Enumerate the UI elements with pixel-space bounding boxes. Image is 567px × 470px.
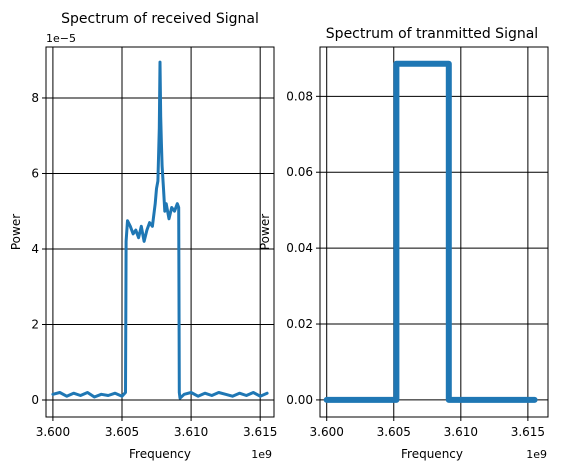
y-tick-label: 0.06 xyxy=(286,165,313,179)
y-tick-label: 8 xyxy=(31,91,39,105)
y-axis-label: Power xyxy=(9,214,23,250)
grid xyxy=(46,47,274,417)
x-tick-label: 3.605 xyxy=(377,425,411,439)
x-tick-label: 3.605 xyxy=(105,425,139,439)
x-axis-label: Frequency xyxy=(401,447,463,461)
transmitted-series xyxy=(323,60,538,403)
x-axis-label: Frequency xyxy=(129,447,191,461)
series-line-transmitted xyxy=(323,60,538,403)
y-tick-label: 4 xyxy=(31,242,39,256)
y-tick-label: 6 xyxy=(31,166,39,180)
y-axis-ticks: 0 2 4 6 8 xyxy=(31,91,46,407)
y-axis-label: Power xyxy=(258,214,272,250)
y-tick-label: 0.04 xyxy=(286,241,313,255)
y-tick-label: 0.02 xyxy=(286,317,313,331)
y-tick-label: 2 xyxy=(31,318,39,332)
x-tick-label: 3.600 xyxy=(36,425,70,439)
x-tick-label: 3.600 xyxy=(310,425,344,439)
x-tick-label: 3.610 xyxy=(174,425,208,439)
transmitted-spectrum-chart: Spectrum of tranmitted Signal 3.600 3.605… xyxy=(258,26,549,461)
y-tick-label: 0.08 xyxy=(286,89,313,103)
x-tick-label: 3.615 xyxy=(511,425,545,439)
plot-frame xyxy=(45,46,275,418)
y-axis-ticks: 0.00 0.02 0.04 0.06 0.08 xyxy=(286,89,320,407)
chart-title: Spectrum of tranmitted Signal xyxy=(326,26,538,42)
chart-title: Spectrum of received Signal xyxy=(61,11,259,27)
x-axis-ticks: 3.600 3.605 3.610 3.615 xyxy=(310,417,545,439)
received-spectrum-chart: Spectrum of received Signal 1e−5 3.600 3.… xyxy=(9,11,277,461)
x-axis-ticks: 3.600 3.605 3.610 3.615 xyxy=(36,417,277,439)
series-line-received xyxy=(51,60,269,400)
x-offset-text: 1e9 xyxy=(526,448,547,461)
y-tick-label: 0.00 xyxy=(286,393,313,407)
x-offset-text: 1e9 xyxy=(251,448,272,461)
y-offset-text: 1e−5 xyxy=(46,32,76,45)
x-tick-label: 3.610 xyxy=(444,425,478,439)
plot-frame xyxy=(319,46,549,418)
received-series xyxy=(51,60,269,400)
x-tick-label: 3.615 xyxy=(243,425,277,439)
y-tick-label: 0 xyxy=(31,393,39,407)
